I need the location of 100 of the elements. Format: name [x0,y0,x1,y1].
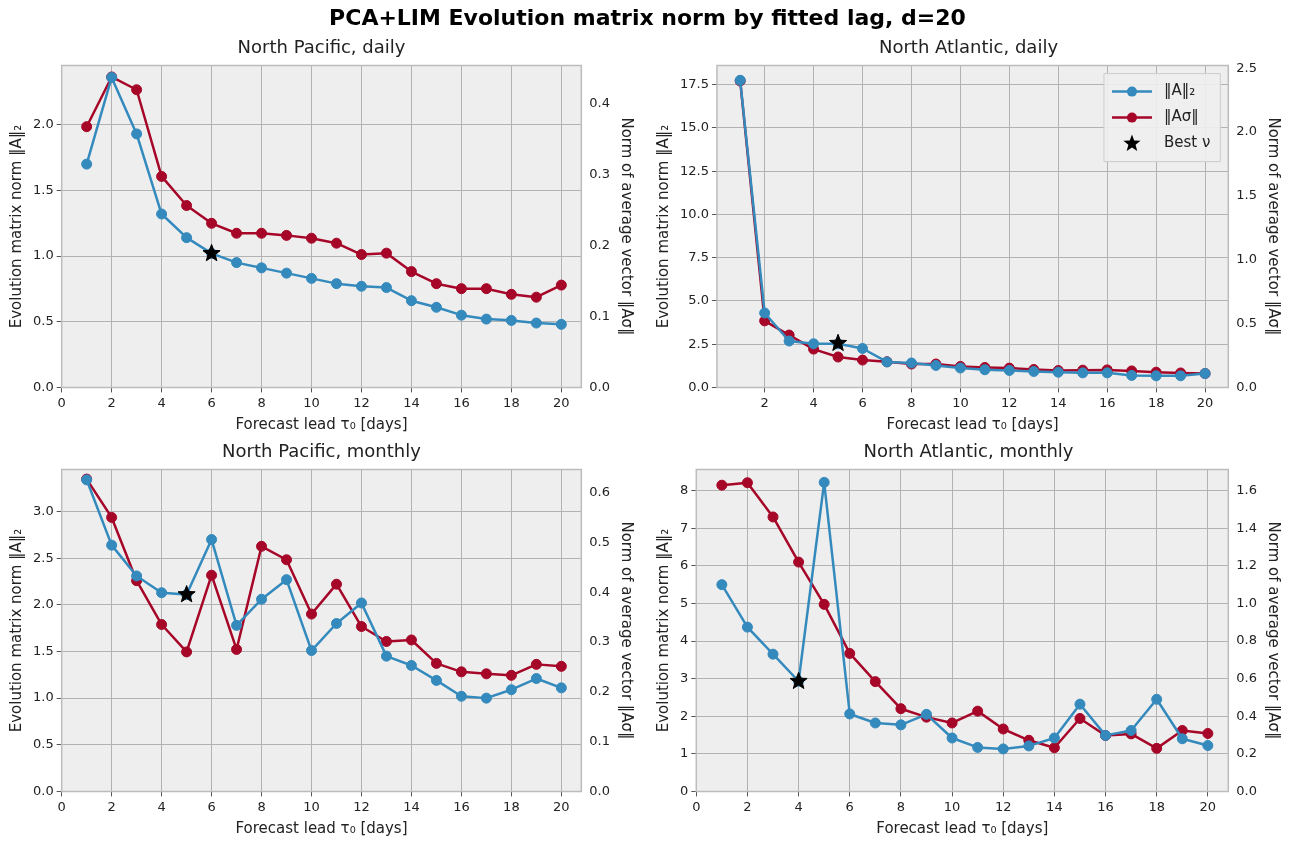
y2-tick-label: 0.8 [1236,632,1258,648]
y-tick-label: 1.5 [32,181,54,197]
y-tick-label: 1 [679,745,689,761]
y2-tick-label: 0.4 [1236,707,1258,723]
y-tick-label: 2.5 [32,549,54,565]
y2-tick-label: 1.4 [1236,519,1258,535]
chart-title: North Atlantic, daily [878,36,1059,58]
y2-tick-label: 0.0 [589,378,611,394]
y2-tick-label: 0.2 [589,683,611,699]
x-tick-label: 6 [845,798,854,814]
x-tick-label: 8 [907,394,916,410]
x-tick-label: 12 [1001,394,1018,410]
y2-tick-label: 1.6 [1236,482,1258,498]
y2-tick-label: 1.2 [1236,557,1258,573]
x-tick-label: 20 [1196,394,1214,410]
y-tick-label: 2.0 [32,116,54,132]
y-tick-label: 1.0 [32,689,54,705]
x-axis-title: Forecast lead τ₀ [days] [235,414,408,433]
x-tick-label: 6 [858,394,867,410]
x-tick-label: 10 [303,394,320,410]
legend-label: ‖A‖₂ [1163,81,1196,100]
x-tick-label: 18 [503,394,520,410]
y-tick-label: 7.5 [688,249,709,265]
y-tick-label: 1.0 [32,247,54,263]
x-tick-label: 4 [157,798,166,814]
x-tick-label: 12 [353,394,370,410]
y-tick-label: 17.5 [679,76,709,92]
y-tick-label: 8 [679,482,689,498]
y-tick-label: 2.0 [32,596,54,612]
x-axis-title: Forecast lead τ₀ [days] [876,818,1049,837]
x-tick-label: 20 [553,394,570,410]
y2-tick-label: 0.4 [589,583,611,599]
y2-tick-label: 0.0 [1236,782,1258,798]
legend-label: Best ν [1163,133,1211,152]
y-tick-label: 2.5 [688,335,709,351]
x-tick-label: 14 [1050,394,1067,410]
x-tick-label: 20 [553,798,570,814]
y2-tick-label: 0.4 [589,94,611,110]
y-tick-label: 0.0 [32,782,54,798]
y2-tick-label: 0.3 [589,165,611,181]
x-tick-label: 12 [353,798,370,814]
y-tick-label: 4 [679,632,689,648]
y-tick-label: 3.0 [32,502,54,518]
x-tick-label: 0 [57,394,66,410]
x-tick-label: 4 [794,798,803,814]
x-tick-label: 8 [257,394,266,410]
y-tick-label: 0.0 [32,378,54,394]
y2-tick-label: 0.0 [589,782,611,798]
y-tick-label: 6 [679,557,689,573]
y-tick-label: 10.0 [679,205,709,221]
y2-tick-label: 0.5 [589,533,611,549]
y2-tick-label: 1.0 [1236,594,1258,610]
y-tick-label: 7 [679,519,689,535]
x-tick-label: 2 [107,798,116,814]
x-tick-label: 20 [1199,798,1217,814]
y2-tick-label: 0.6 [1236,669,1258,685]
y-axis-title: Evolution matrix norm ‖A‖₂ [6,528,25,733]
y2-axis-title: Norm of average vector ‖Aσ‖ [1265,117,1284,336]
x-tick-label: 2 [743,798,752,814]
x-tick-label: 6 [207,394,216,410]
x-tick-label: 18 [1147,394,1165,410]
x-tick-label: 16 [453,798,470,814]
chart-title: North Atlantic, monthly [863,440,1074,462]
y2-tick-label: 0.3 [589,633,611,649]
x-tick-label: 16 [453,394,470,410]
x-tick-label: 16 [1097,798,1114,814]
x-tick-label: 0 [57,798,66,814]
x-axis-title: Forecast lead τ₀ [days] [235,818,408,837]
y2-axis-title: Norm of average vector ‖Aσ‖ [618,117,637,336]
y-axis-title: Evolution matrix norm ‖A‖₂ [653,528,672,733]
x-tick-label: 14 [1046,798,1063,814]
x-tick-label: 18 [503,798,520,814]
y2-tick-label: 0.6 [589,483,611,499]
x-tick-label: 8 [257,798,266,814]
x-tick-label: 2 [107,394,116,410]
y2-tick-label: 2.0 [1236,123,1258,139]
x-tick-label: 10 [303,798,320,814]
x-tick-label: 10 [943,798,961,814]
y2-tick-label: 0.5 [1236,314,1258,330]
x-tick-label: 6 [207,798,216,814]
y2-tick-label: 0.0 [1236,378,1258,394]
x-tick-label: 14 [403,798,420,814]
y2-tick-label: 0.1 [589,307,611,323]
y-axis-title: Evolution matrix norm ‖A‖₂ [653,124,672,329]
legend-label: ‖Aσ‖ [1163,107,1199,126]
y2-axis-title: Norm of average vector ‖Aσ‖ [618,521,637,740]
y-axis-title: Evolution matrix norm ‖A‖₂ [6,124,25,329]
y2-tick-label: 0.1 [589,732,611,748]
chart-title: North Pacific, daily [237,36,406,58]
y-tick-label: 15.0 [679,119,709,135]
x-tick-label: 4 [157,394,166,410]
x-tick-label: 8 [896,798,906,814]
y-tick-label: 2 [679,707,689,723]
chart-title: North Pacific, monthly [222,440,422,462]
x-tick-label: 4 [809,394,818,410]
y-tick-label: 0.5 [32,313,54,329]
text: PCA+LIM Evolution matrix norm by fitted lag, d=20 [329,5,966,30]
y2-axis-title: Norm of average vector ‖Aσ‖ [1265,521,1284,740]
x-tick-label: 16 [1098,394,1116,410]
y-tick-label: 0 [679,782,689,798]
